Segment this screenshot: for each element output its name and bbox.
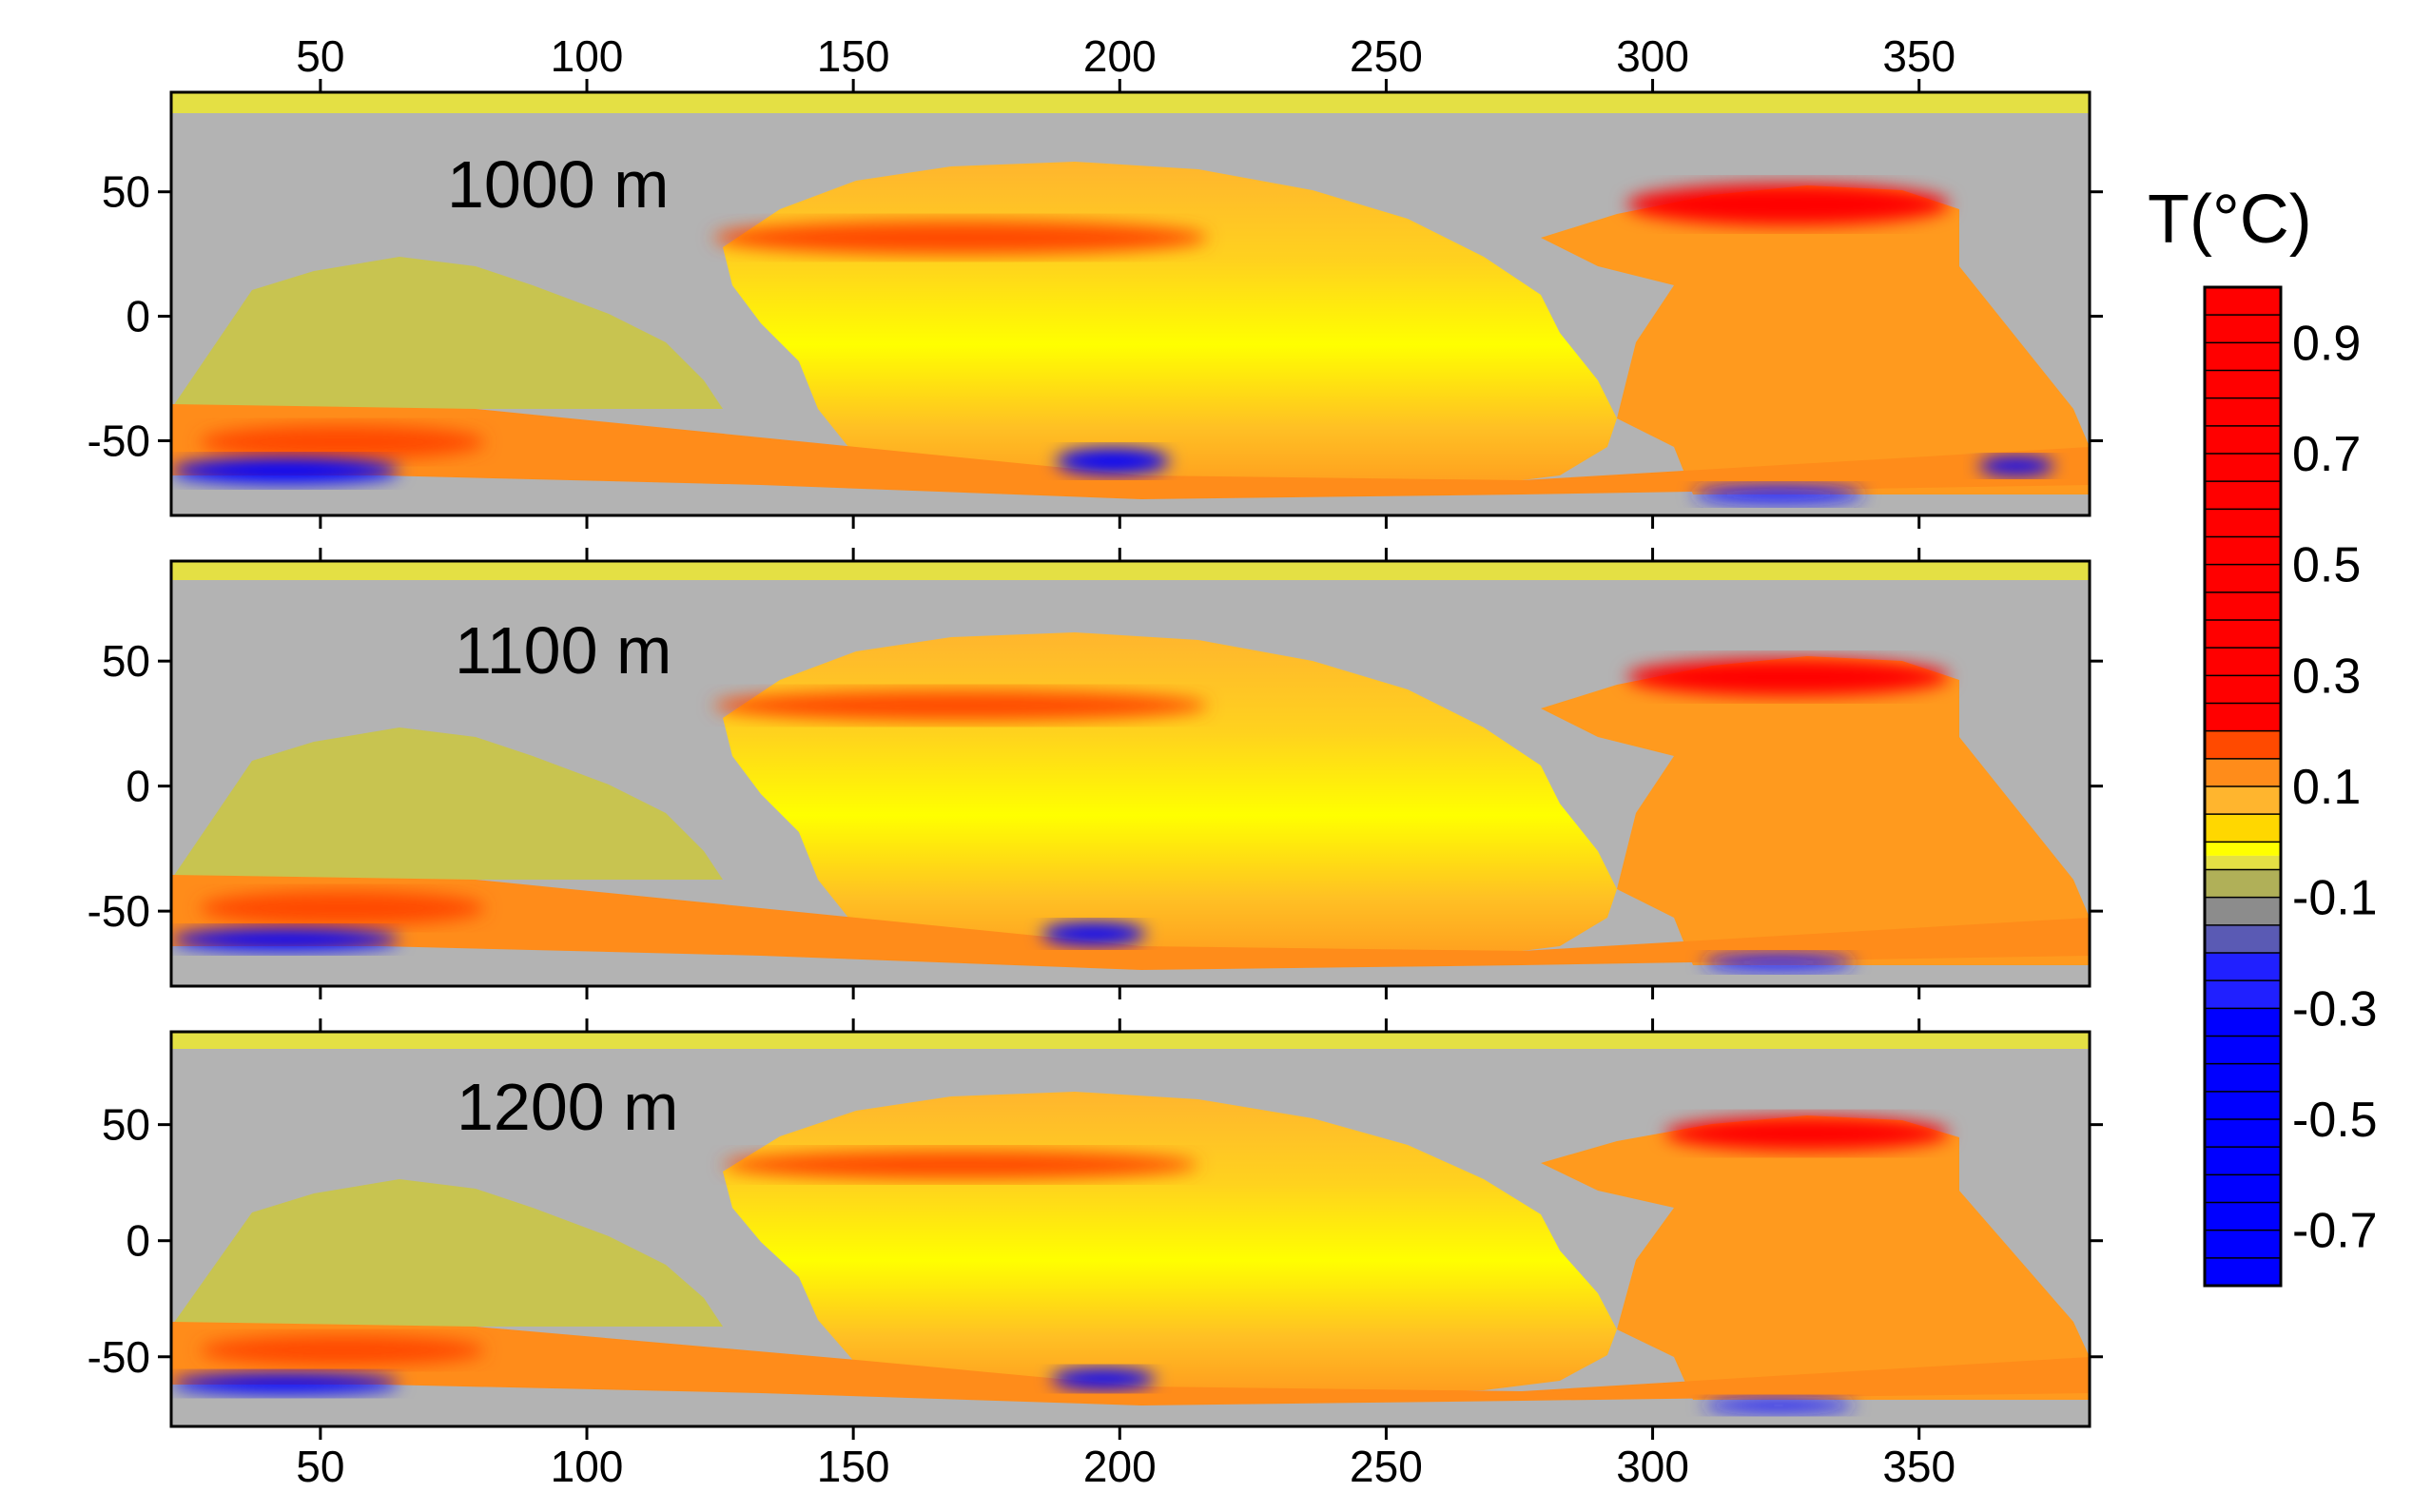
x-tick-label: 200	[1083, 31, 1157, 81]
panel-1100m: 1100 m 50 0 -50	[88, 548, 2103, 999]
cold-spot-2	[1051, 1368, 1156, 1389]
plot-frame	[169, 1030, 2092, 1428]
warm-band-atlantic	[1664, 1116, 1950, 1151]
southern-ocean	[171, 1322, 2090, 1405]
colorbar-title: T(°C)	[2148, 182, 2312, 258]
indian-ocean	[171, 727, 723, 880]
y-tick-label: 0	[126, 1216, 150, 1266]
colorbar-band	[2205, 814, 2281, 843]
map-1100m	[171, 561, 2090, 986]
arctic-band	[171, 1032, 2090, 1049]
x-ticks: 50 100 150 200 250 300 350	[296, 31, 1955, 529]
panel-label: 1100 m	[455, 613, 671, 688]
y-tick-label: 0	[126, 292, 150, 341]
atlantic-ocean	[1541, 1115, 2090, 1400]
indian-ocean	[171, 257, 723, 409]
warm-band-south	[200, 425, 485, 459]
y-tick-label: -50	[88, 1332, 150, 1382]
panel-1200m: 1200 m 50 100 150 200 250 300 350 50 0 -50	[88, 1018, 2103, 1491]
plot-frame	[169, 90, 2092, 517]
map-1200m	[171, 1032, 2090, 1426]
cold-spot-2	[1041, 922, 1146, 945]
warm-band-south	[200, 891, 485, 925]
colorbar-frame	[2203, 285, 2283, 1288]
x-tick-label: 100	[551, 31, 624, 81]
x-tick-label: 350	[1882, 1442, 1955, 1491]
y-tick-label: 50	[102, 1100, 150, 1150]
plot-frame	[169, 559, 2092, 988]
colorbar-tick-label: 0.9	[2292, 316, 2361, 371]
colorbar-tick-label: -0.1	[2292, 871, 2378, 926]
colorbar-tick-label: -0.3	[2292, 981, 2378, 1037]
y-tick-label: 0	[126, 762, 150, 811]
x-ticks: 50 100 150 200 250 300 350	[296, 1018, 1955, 1491]
cold-spot-1	[171, 928, 399, 951]
cold-spot-3	[1702, 1398, 1855, 1413]
cold-spot-2	[1056, 448, 1170, 475]
panel-label: 1200 m	[457, 1070, 678, 1144]
cold-spot-3	[1693, 485, 1864, 504]
colorbar-segments	[2205, 287, 2281, 1286]
cold-spot-1	[171, 1373, 399, 1394]
warm-band-pacific	[713, 221, 1208, 255]
arctic-band	[171, 92, 2090, 113]
colorbar-band	[2205, 786, 2281, 815]
colorbar-tick-label: 0.3	[2292, 649, 2361, 704]
colorbar-tick-label: 0.7	[2292, 427, 2361, 482]
cold-spot-1	[171, 457, 399, 484]
panel-1000m: 1000 m 50 100 150 200 250 300 350 50 0 -50	[88, 31, 2103, 529]
y-tick-label: 50	[102, 167, 150, 217]
arctic-band	[171, 561, 2090, 580]
y-ticks: 50 0 -50	[88, 636, 2103, 936]
panel-label: 1000 m	[447, 147, 669, 222]
x-ticks	[319, 548, 1921, 999]
colorbar-tick-label: 0.1	[2292, 760, 2361, 815]
colorbar-band	[2205, 758, 2281, 786]
x-tick-label: 250	[1350, 31, 1423, 81]
colorbar-band	[2205, 730, 2281, 759]
colorbar-band	[2205, 924, 2281, 953]
x-tick-label: 150	[817, 31, 890, 81]
y-tick-label: 50	[102, 636, 150, 686]
x-tick-label: 150	[817, 1442, 890, 1491]
indian-ocean	[171, 1179, 723, 1327]
y-tick-label: -50	[88, 416, 150, 465]
y-tick-label: -50	[88, 886, 150, 936]
southern-ocean	[171, 404, 2090, 499]
x-tick-label: 250	[1350, 1442, 1423, 1491]
colorbar: T(°C) 0.9 0.7 0.5 0.3 0.1 -0.1 -0.3 -0.5 -0.7	[2148, 182, 2378, 1288]
colorbar-band	[2205, 897, 2281, 925]
x-tick-label: 300	[1616, 31, 1689, 81]
colorbar-tick-label: -0.5	[2292, 1093, 2378, 1148]
colorbar-tick-label: -0.7	[2292, 1204, 2378, 1259]
warm-band-south	[200, 1335, 485, 1366]
southern-ocean	[171, 875, 2090, 970]
x-tick-label: 50	[296, 31, 344, 81]
cold-spot-4	[1978, 456, 2054, 475]
warm-band-pacific	[723, 1151, 1198, 1179]
warm-band-pacific	[713, 690, 1208, 721]
colorbar-band	[2205, 842, 2281, 856]
y-ticks: 50 0 -50	[88, 1100, 2103, 1382]
cold-spot-3	[1702, 954, 1855, 971]
x-tick-label: 300	[1616, 1442, 1689, 1491]
atlantic-ocean	[1541, 656, 2090, 965]
x-tick-label: 50	[296, 1442, 344, 1491]
colorbar-tick-labels: 0.9 0.7 0.5 0.3 0.1 -0.1 -0.3 -0.5 -0.7	[2292, 316, 2378, 1258]
x-tick-label: 350	[1882, 31, 1955, 81]
x-tick-label: 200	[1083, 1442, 1157, 1491]
colorbar-tick-label: 0.5	[2292, 538, 2361, 593]
warm-band-atlantic	[1626, 658, 1950, 696]
map-1000m	[171, 92, 2090, 515]
y-ticks: 50 0 -50	[88, 167, 2103, 465]
x-tick-label: 100	[551, 1442, 624, 1491]
warm-band-atlantic	[1626, 184, 1950, 225]
colorbar-band	[2205, 869, 2281, 898]
atlantic-ocean	[1541, 185, 2090, 494]
colorbar-band	[2205, 855, 2281, 870]
